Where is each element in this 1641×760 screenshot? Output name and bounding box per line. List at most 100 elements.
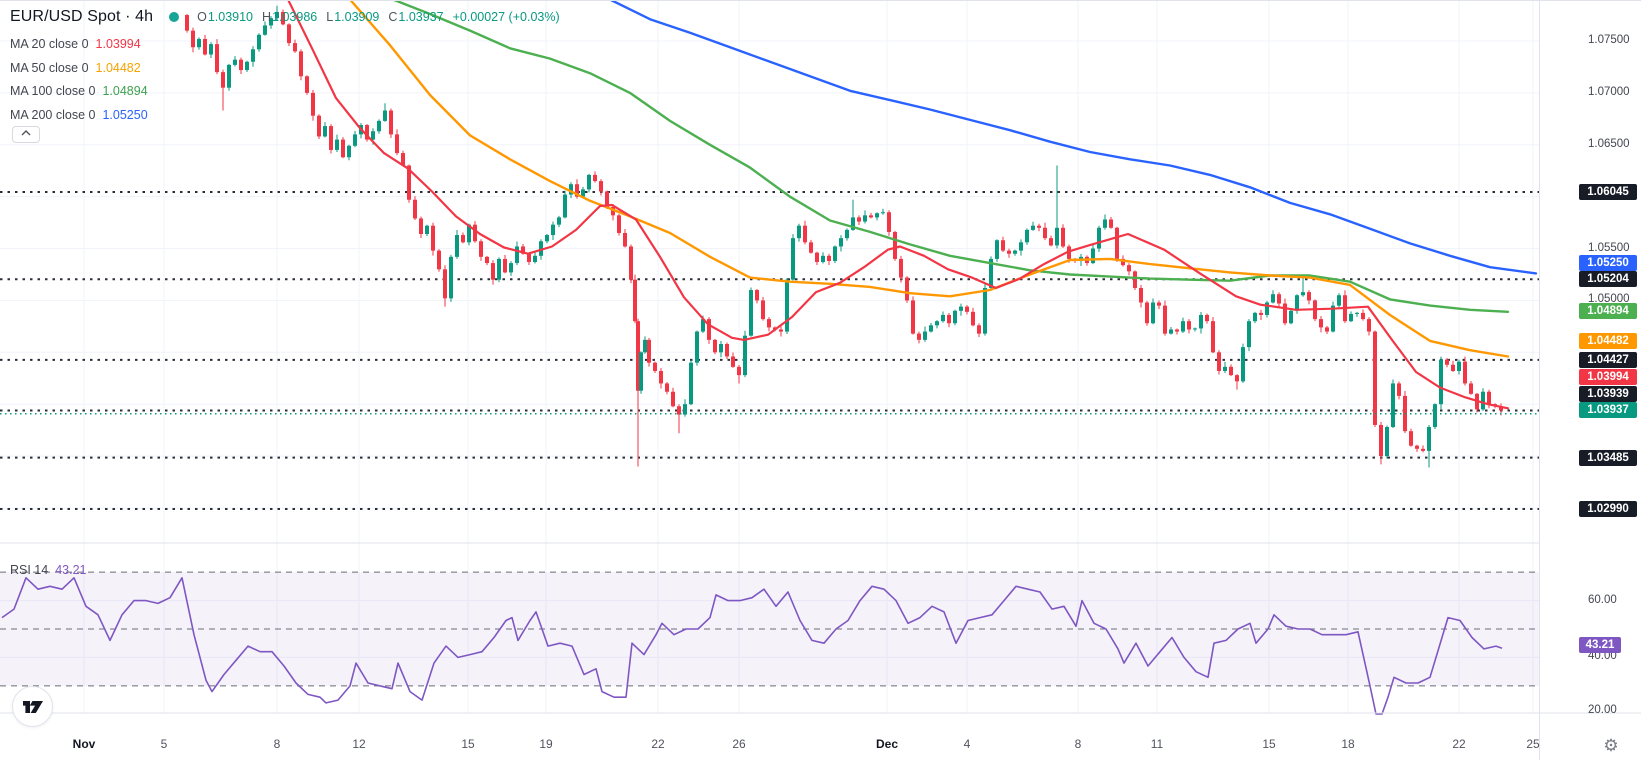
timezone-settings-gear-icon[interactable]: ⚙ <box>1603 736 1619 755</box>
candle-down <box>1211 321 1215 353</box>
candle-up <box>1025 229 1029 243</box>
candle-down <box>1049 238 1053 246</box>
candle-down <box>636 321 640 391</box>
candle-down <box>1163 305 1167 334</box>
candle-down <box>761 300 765 320</box>
candle-up <box>209 44 213 55</box>
candle-down <box>617 215 621 233</box>
candle-down <box>1499 406 1503 411</box>
rsi-value-badge: 43.21 <box>1579 637 1621 653</box>
candle-down <box>473 224 477 242</box>
close-label: C <box>388 10 398 24</box>
candle-down <box>191 30 195 48</box>
legend-row-rsi[interactable]: RSI 14 43.21 <box>10 563 87 577</box>
time-label-day: 25 <box>1526 737 1540 751</box>
price-badge-level: 1.03939 <box>1579 386 1637 402</box>
ma100-label: MA 100 close 0 <box>10 84 96 98</box>
candle-down <box>659 370 663 384</box>
legend-row-ma50[interactable]: MA 50 close 0 1.04482 <box>10 61 141 75</box>
candle-up <box>1433 404 1437 428</box>
candle-down <box>737 366 741 376</box>
candle-up <box>995 240 999 259</box>
candle-up <box>467 224 471 243</box>
candle-down <box>413 199 417 219</box>
candle-up <box>581 189 585 197</box>
candle-down <box>629 246 633 280</box>
candle-down <box>899 258 903 278</box>
candle-up <box>863 215 867 222</box>
rsi-value: 43.21 <box>55 563 87 577</box>
candle-down <box>1229 366 1233 376</box>
candle-up <box>545 235 549 242</box>
candle-down <box>965 306 969 312</box>
candle-down <box>407 165 411 200</box>
candle-down <box>443 269 447 299</box>
time-label-day: 8 <box>273 737 281 751</box>
candle-up <box>935 321 939 326</box>
candle-down <box>1277 294 1281 304</box>
candle-up <box>269 18 273 26</box>
candle-down <box>1367 319 1371 332</box>
price-axis-label: 1.06500 <box>1588 137 1630 150</box>
candle-up <box>1193 328 1197 330</box>
change-value: +0.00027 (+0.03%) <box>452 10 560 24</box>
symbol-title[interactable]: EUR/USD Spot · 4h <box>10 8 154 25</box>
candle-down <box>203 38 207 55</box>
rsi-axis-label: 60.00 <box>1588 594 1617 606</box>
price-axis-label: 1.05000 <box>1588 293 1630 306</box>
candle-up <box>1253 312 1257 322</box>
chevron-up-icon <box>21 130 31 136</box>
candle-up <box>1151 302 1155 324</box>
market-status-dot <box>169 12 180 22</box>
time-label-day: 22 <box>1452 737 1466 751</box>
candle-up <box>1355 312 1359 314</box>
candle-up <box>569 184 573 195</box>
candle-down <box>1157 302 1161 306</box>
candle-up <box>923 331 927 340</box>
rsi-axis-label: 20.00 <box>1588 704 1617 716</box>
time-label-day: 4 <box>963 737 971 751</box>
candle-up <box>839 238 843 247</box>
candle-down <box>1145 302 1149 324</box>
ma100-line <box>391 0 1510 313</box>
candle-up <box>719 344 723 353</box>
candle-up <box>323 126 327 137</box>
candle-down <box>491 263 495 280</box>
candle-down <box>1139 287 1143 303</box>
candle-down <box>1373 331 1377 425</box>
candle-down <box>611 207 615 216</box>
candle-down <box>1205 314 1209 322</box>
time-label-day: 19 <box>539 737 553 751</box>
candle-down <box>1487 391 1491 405</box>
collapse-legend-button[interactable] <box>12 126 40 143</box>
candle-up <box>347 145 351 158</box>
candle-down <box>1445 359 1449 365</box>
candle-down <box>389 110 393 135</box>
candle-up <box>1169 329 1173 334</box>
candle-down <box>365 125 369 140</box>
candle-up <box>197 38 201 48</box>
candle-down <box>593 174 597 182</box>
tradingview-logo[interactable] <box>12 686 53 727</box>
candle-up <box>551 224 555 236</box>
candle-down <box>431 225 435 251</box>
candle-down <box>677 406 681 415</box>
candle-up <box>1427 427 1431 451</box>
time-label-day: 12 <box>352 737 366 751</box>
legend-row-ma20[interactable]: MA 20 close 0 1.03994 <box>10 37 141 51</box>
candle-down <box>1463 361 1467 384</box>
time-label-day: 11 <box>1150 737 1164 751</box>
candle-up <box>1181 321 1185 332</box>
candle-up <box>1349 313 1353 322</box>
legend-row-ma200[interactable]: MA 200 close 0 1.05250 <box>10 108 148 122</box>
candle-down <box>665 383 669 392</box>
candle-down <box>893 231 897 259</box>
candle-down <box>971 311 975 326</box>
candle-up <box>845 229 849 239</box>
legend-row-ma100[interactable]: MA 100 close 0 1.04894 <box>10 84 148 98</box>
candle-up <box>959 306 963 311</box>
time-label-day: 15 <box>461 737 475 751</box>
candle-down <box>521 246 525 254</box>
candle-down <box>767 319 771 328</box>
